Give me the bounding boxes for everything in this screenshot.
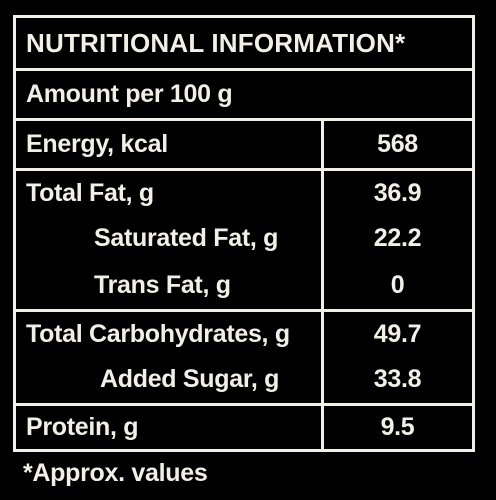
nutrient-label: Energy, kcal: [26, 130, 168, 158]
table-row: Trans Fat, g 0: [16, 262, 472, 309]
nutrient-value: 568: [377, 130, 418, 158]
nutrient-label: Added Sugar, g: [100, 365, 280, 393]
serving-size-label: Amount per 100 g: [26, 80, 233, 108]
nutrient-label: Protein, g: [26, 413, 139, 441]
nutrient-label: Total Fat, g: [26, 178, 154, 207]
table-row: Saturated Fat, g 22.2: [16, 215, 472, 262]
column-divider: [321, 118, 324, 449]
nutrient-value: 0: [390, 271, 405, 299]
serving-row: Amount per 100 g: [16, 68, 472, 118]
nutrient-value: 49.7: [373, 319, 422, 348]
nutrient-label: Saturated Fat, g: [94, 224, 279, 252]
table-row: Added Sugar, g 33.8: [16, 356, 472, 403]
table-title-row: NUTRITIONAL INFORMATION*: [16, 18, 472, 68]
nutrient-value: 9.5: [380, 413, 415, 441]
table-row: Total Fat, g 36.9: [16, 168, 472, 215]
nutrition-table: NUTRITIONAL INFORMATION* Amount per 100 …: [13, 15, 475, 452]
nutrient-label: Trans Fat, g: [94, 271, 231, 299]
table-row: Energy, kcal 568: [16, 118, 472, 168]
table-title: NUTRITIONAL INFORMATION*: [26, 27, 406, 58]
table-row: Protein, g 9.5: [16, 403, 472, 449]
nutrient-value: 22.2: [373, 224, 422, 252]
footnote: *Approx. values: [23, 458, 208, 487]
nutrient-label: Total Carbohydrates, g: [26, 319, 290, 348]
nutrient-value: 33.8: [373, 365, 422, 393]
nutrient-value: 36.9: [373, 178, 422, 207]
table-row: Total Carbohydrates, g 49.7: [16, 309, 472, 356]
